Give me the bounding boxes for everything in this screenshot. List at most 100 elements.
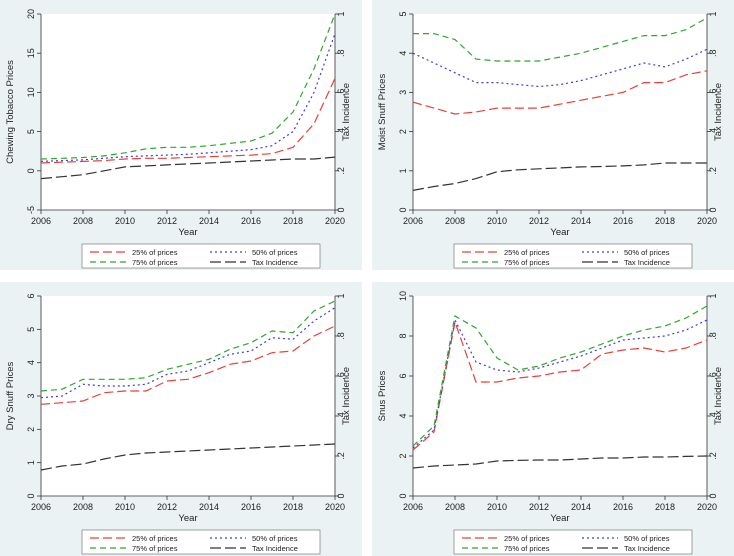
moist-snuff-data-point [706, 17, 709, 20]
snus-data-point [643, 329, 646, 332]
moist-snuff-data-point [601, 165, 604, 168]
dry-snuff-data-point [292, 331, 295, 334]
dry-snuff-data-point [271, 330, 274, 333]
chewing-tobacco-x-tick-label: 2010 [115, 216, 135, 226]
dry-snuff-data-point [313, 335, 316, 338]
chewing-tobacco-data-point [40, 177, 43, 180]
chewing-tobacco-data-point [145, 157, 148, 160]
chewing-tobacco-y-tick-label: 5 [26, 129, 36, 134]
snus-legend [453, 529, 693, 555]
snus-data-point [580, 351, 583, 354]
dry-snuff-y-axis-label: Dry Snuff Prices [5, 362, 16, 431]
moist-snuff-x-axis-label: Year [550, 227, 569, 238]
dry-snuff-x-tick-label: 2018 [283, 502, 303, 512]
snus-data-point [622, 339, 625, 342]
moist-snuff-x-tick-label: 2008 [445, 216, 465, 226]
moist-snuff-data-point [559, 56, 562, 59]
chewing-tobacco-data-point [166, 146, 169, 149]
chewing-tobacco-data-point [271, 159, 274, 162]
snus-y2-tick-label: .8 [708, 332, 718, 340]
dry-snuff-data-point [103, 378, 106, 381]
snus-x-tick-label: 2014 [571, 502, 591, 512]
dry-snuff-data-point [61, 401, 64, 404]
chewing-tobacco-data-point [229, 150, 232, 153]
dry-snuff-data-point [82, 383, 85, 386]
dry-snuff-data-point [145, 376, 148, 379]
chewing-tobacco-y2-tick-label: .4 [336, 128, 346, 136]
dry-snuff-data-point [166, 380, 169, 383]
snus-data-point [517, 369, 520, 372]
moist-snuff-y2-tick-label: .4 [708, 128, 718, 136]
moist-snuff-data-point [559, 103, 562, 106]
chewing-tobacco-y2-tick-label: .2 [336, 167, 346, 175]
moist-snuff-data-point [580, 166, 583, 169]
snus-y-axis-label: Snus Prices [377, 370, 388, 421]
moist-snuff-data-point [664, 66, 667, 69]
chewing-tobacco-data-point [334, 13, 337, 16]
snus-data-point [517, 377, 520, 380]
dry-snuff-x-tick-label: 2008 [73, 502, 93, 512]
snus-data-point [601, 457, 604, 460]
moist-snuff-data-point [685, 73, 688, 76]
dry-snuff-y-tick-label: 0 [26, 493, 36, 498]
moist-snuff-data-point [580, 99, 583, 102]
moist-snuff-data-point [538, 107, 541, 110]
snus-data-point [706, 455, 709, 458]
chewing-tobacco-data-point [208, 144, 211, 147]
dry-snuff-data-point [250, 350, 253, 353]
chewing-tobacco-y-axis-label: Chewing Tobacco Prices [5, 60, 16, 164]
chewing-tobacco-data-point [271, 152, 274, 155]
moist-snuff-data-point [706, 69, 709, 72]
moist-snuff-x-tick-label: 2020 [697, 216, 717, 226]
dry-snuff-data-point [40, 403, 43, 406]
dry-snuff-data-point [166, 373, 169, 376]
chewing-tobacco-data-point [82, 173, 85, 176]
moist-snuff-data-point [622, 68, 625, 71]
snus-data-point [643, 337, 646, 340]
moist-snuff-x-tick-label: 2016 [613, 216, 633, 226]
dry-snuff-data-point [208, 371, 211, 374]
dry-snuff-y2-tick-label: .2 [336, 452, 346, 460]
snus-data-point [538, 365, 541, 368]
dry-snuff-data-point [313, 310, 316, 313]
chewing-tobacco-x-tick-label: 2014 [199, 216, 219, 226]
chewing-tobacco-y2-tick-label: .6 [336, 89, 346, 97]
dry-snuff-plot-area [41, 296, 335, 496]
chewing-tobacco-data-point [187, 156, 190, 159]
snus-y2-tick-label: 0 [708, 493, 718, 498]
snus-data-point [412, 445, 415, 448]
dry-snuff-data-point [229, 348, 232, 351]
moist-snuff-data-point [412, 52, 415, 55]
dry-snuff-data-point [61, 465, 64, 468]
chewing-tobacco-data-point [229, 161, 232, 164]
chewing-tobacco-y-tick-label: -5 [26, 206, 36, 214]
chewing-tobacco-legend-label-4: Tax Incidence [252, 258, 298, 267]
snus-data-point [559, 371, 562, 374]
dry-snuff-data-point [313, 444, 316, 447]
dry-snuff-data-point [334, 443, 337, 446]
dry-snuff-data-point [250, 341, 253, 344]
chart-panel-dry-snuff: 0 1 2 3 4 5 6 Dry Snuff Prices 0 .2 .4 .6 .8 1 Tax Inc… [0, 282, 362, 556]
moist-snuff-x-tick-label: 2018 [655, 216, 675, 226]
moist-snuff-y2-tick-label: .6 [708, 89, 718, 97]
snus-y2-tick-label: .4 [708, 412, 718, 420]
chewing-tobacco-data-point [313, 158, 316, 161]
dry-snuff-data-point [103, 391, 106, 394]
dry-snuff-x-tick-label: 2016 [241, 502, 261, 512]
moist-snuff-data-point [517, 60, 520, 63]
chewing-tobacco-data-point [103, 169, 106, 172]
chewing-tobacco-y-tick-label: 15 [26, 48, 36, 58]
snus-data-point [412, 467, 415, 470]
moist-snuff-data-point [517, 168, 520, 171]
moist-snuff-y-tick-label: 2 [398, 129, 408, 134]
chewing-tobacco-y-tick-label: 20 [26, 9, 36, 19]
moist-snuff-data-point [433, 185, 436, 188]
chewing-tobacco-data-point [292, 158, 295, 161]
dry-snuff-data-point [229, 353, 232, 356]
moist-snuff-data-point [538, 85, 541, 88]
snus-y-tick-label: 6 [398, 373, 408, 378]
moist-snuff-data-point [475, 177, 478, 180]
dry-snuff-legend [81, 529, 321, 555]
moist-snuff-y2-tick-label: 1 [708, 11, 718, 16]
snus-data-point [559, 361, 562, 364]
